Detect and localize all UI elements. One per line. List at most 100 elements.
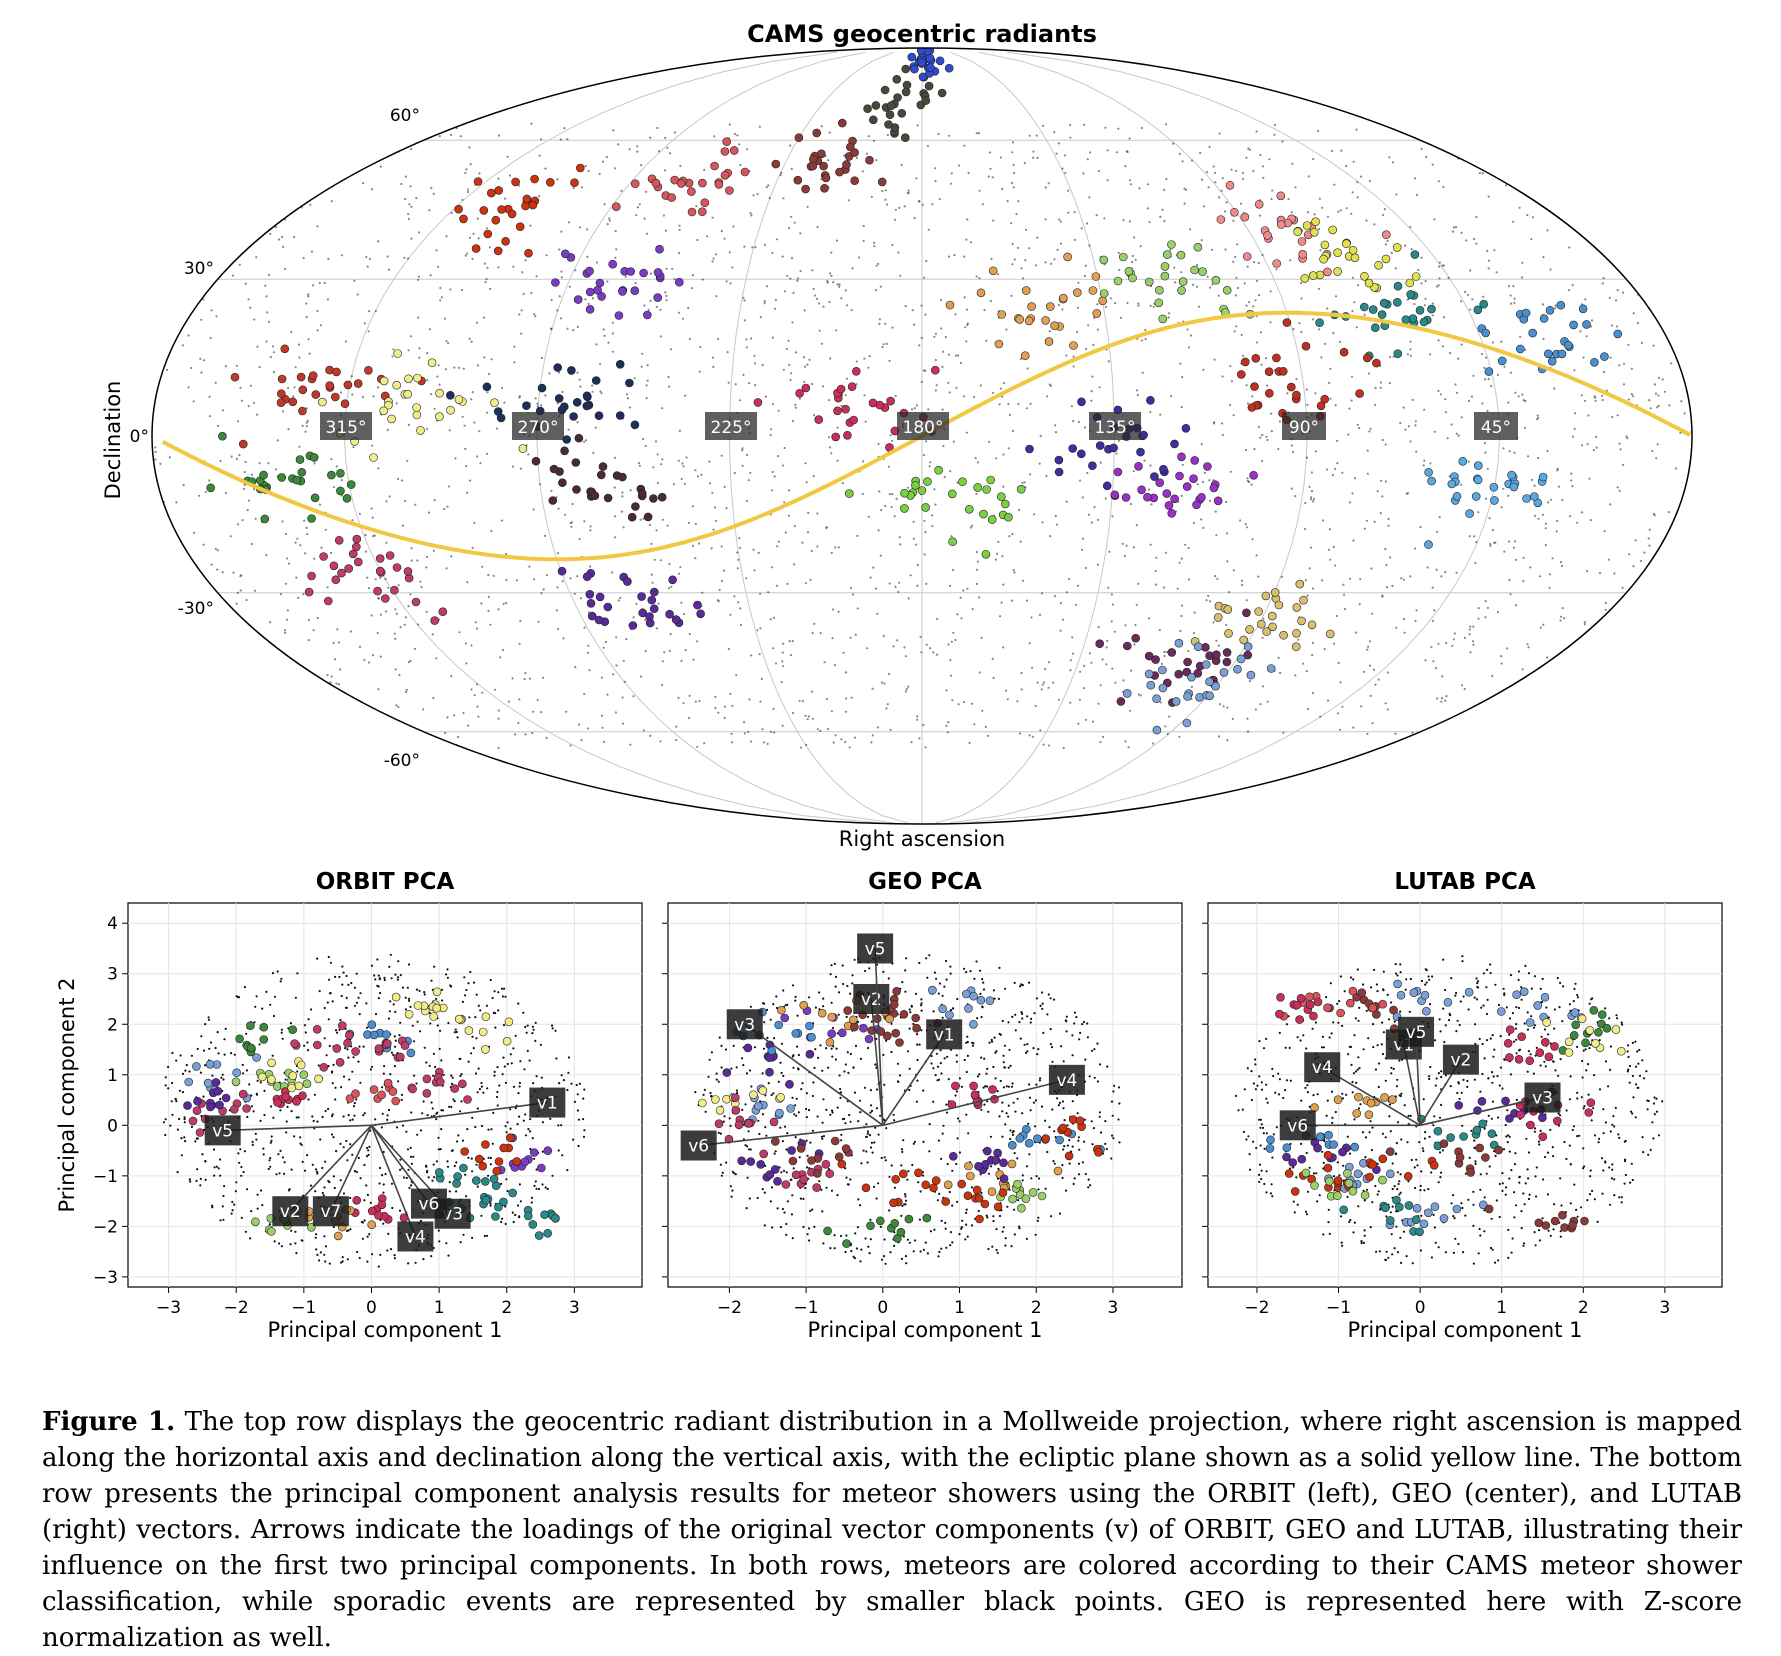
sporadic-point xyxy=(1341,472,1343,474)
sporadic-point xyxy=(684,483,686,485)
sporadic-point xyxy=(449,1190,451,1192)
sporadic-point xyxy=(951,172,953,174)
sporadic-point xyxy=(816,545,818,547)
shower-point xyxy=(1320,255,1328,263)
sporadic-point xyxy=(970,241,972,243)
sporadic-point xyxy=(1469,626,1471,628)
sporadic-point xyxy=(606,694,608,696)
sporadic-point xyxy=(811,550,813,552)
shower-point xyxy=(925,82,933,90)
sporadic-point xyxy=(514,733,516,735)
shower-point xyxy=(938,89,946,97)
sporadic-point xyxy=(298,356,300,358)
shower-point xyxy=(289,1072,297,1080)
shower-point xyxy=(378,1201,386,1209)
sporadic-point xyxy=(304,552,306,554)
sporadic-point xyxy=(696,239,698,241)
sporadic-point xyxy=(1409,575,1411,577)
sporadic-point xyxy=(836,240,838,242)
shower-point xyxy=(352,543,360,551)
sporadic-point xyxy=(411,559,413,561)
sporadic-point xyxy=(1005,690,1007,692)
sporadic-point xyxy=(978,596,980,598)
sporadic-point xyxy=(375,578,377,580)
shower-point xyxy=(1224,605,1232,613)
sporadic-point xyxy=(331,1071,333,1073)
sporadic-point xyxy=(295,577,297,579)
sporadic-point xyxy=(1097,703,1099,705)
sporadic-point xyxy=(1380,512,1382,514)
sporadic-point xyxy=(427,1114,429,1116)
sporadic-point xyxy=(588,669,590,671)
sporadic-point xyxy=(342,1256,344,1258)
sporadic-point xyxy=(1032,1047,1034,1049)
sporadic-point xyxy=(931,514,933,516)
sporadic-point xyxy=(1508,285,1510,287)
sporadic-point xyxy=(1478,607,1480,609)
sporadic-point xyxy=(548,372,550,374)
sporadic-point xyxy=(1256,130,1258,132)
sporadic-point xyxy=(1102,658,1104,660)
sporadic-point xyxy=(298,446,300,448)
sporadic-point xyxy=(457,1134,459,1136)
shower-point xyxy=(822,174,830,182)
sporadic-point xyxy=(1110,1157,1112,1159)
sporadic-point xyxy=(1017,403,1019,405)
shower-point xyxy=(383,1040,391,1048)
shower-point xyxy=(423,1089,431,1097)
sporadic-point xyxy=(1526,643,1528,645)
shower-point xyxy=(1340,348,1348,356)
sporadic-point xyxy=(480,602,482,604)
shower-point xyxy=(575,434,583,442)
sporadic-point xyxy=(216,569,218,571)
sporadic-point xyxy=(1587,414,1589,416)
sporadic-point xyxy=(318,1259,320,1261)
sporadic-point xyxy=(972,608,974,610)
sporadic-point xyxy=(570,1083,572,1085)
sporadic-point xyxy=(1568,289,1570,291)
sporadic-point xyxy=(1367,646,1369,648)
sporadic-point xyxy=(582,1098,584,1100)
sporadic-point xyxy=(1395,627,1397,629)
sporadic-point xyxy=(659,309,661,311)
sporadic-point xyxy=(371,1066,373,1068)
sporadic-point xyxy=(188,334,190,336)
sporadic-point xyxy=(246,1069,248,1071)
sporadic-point xyxy=(885,707,887,709)
sporadic-point xyxy=(973,396,975,398)
sporadic-point xyxy=(961,1086,963,1088)
sporadic-point xyxy=(285,583,287,585)
sporadic-point xyxy=(368,587,370,589)
sporadic-point xyxy=(341,984,343,986)
sporadic-point xyxy=(776,238,778,240)
shower-point xyxy=(1265,389,1273,397)
sporadic-point xyxy=(1042,125,1044,127)
shower-point xyxy=(901,134,909,142)
sporadic-point xyxy=(306,425,308,427)
sporadic-point xyxy=(349,1197,351,1199)
shower-point xyxy=(1508,471,1516,479)
sporadic-point xyxy=(1442,186,1444,188)
sporadic-point xyxy=(1349,578,1351,580)
sporadic-point xyxy=(423,991,425,993)
sporadic-point xyxy=(681,462,683,464)
sporadic-point xyxy=(259,462,261,464)
sporadic-point xyxy=(505,1082,507,1084)
sporadic-point xyxy=(1385,443,1387,445)
sporadic-point xyxy=(455,1161,457,1163)
sporadic-point xyxy=(1233,414,1235,416)
sporadic-point xyxy=(1202,369,1204,371)
sporadic-point xyxy=(261,1204,263,1206)
sporadic-point xyxy=(1523,399,1525,401)
shower-point xyxy=(802,384,810,392)
sporadic-point xyxy=(667,525,669,527)
sporadic-point xyxy=(446,1160,448,1162)
sporadic-point xyxy=(1562,607,1564,609)
sporadic-point xyxy=(723,1115,725,1117)
shower-point xyxy=(315,1075,323,1083)
sporadic-point xyxy=(756,193,758,195)
sporadic-point xyxy=(1144,329,1146,331)
sporadic-point xyxy=(792,1055,794,1057)
sporadic-point xyxy=(1111,515,1113,517)
sporadic-point xyxy=(400,974,402,976)
